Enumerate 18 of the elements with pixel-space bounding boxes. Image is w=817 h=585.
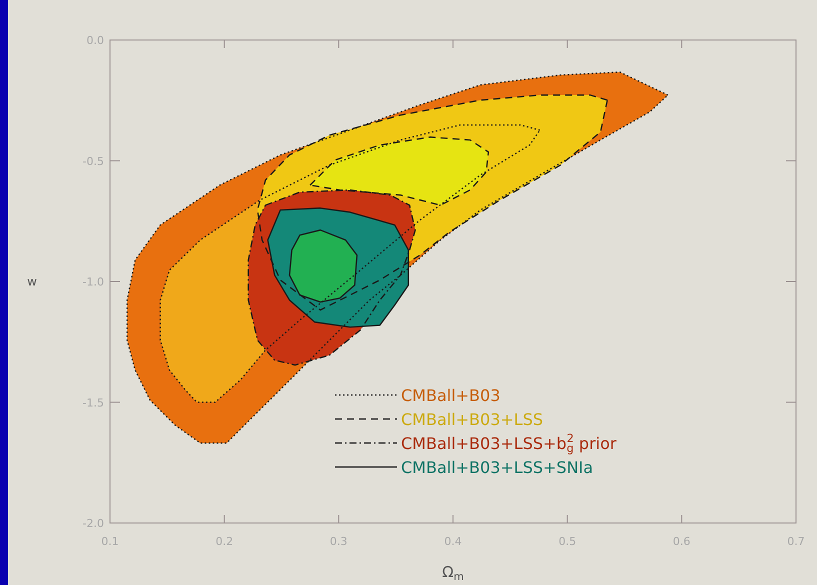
text: CMBall+B03+LSS+SNIa	[401, 458, 594, 477]
y-axis-title: w	[27, 274, 38, 288]
y-tick-label: 0.0	[86, 34, 104, 47]
x-tick-label: 0.2	[216, 535, 234, 548]
y-tick-label: -0.5	[82, 154, 104, 168]
x-tick-label: 0.7	[787, 535, 805, 548]
x-axis-title: Ω$_{m}$	[442, 563, 464, 584]
text: CMBall+B03	[401, 386, 500, 405]
text: CMBall+B03+LSS	[401, 410, 544, 429]
x-tick-label: 0.3	[330, 535, 348, 548]
x-tick-label: 0.5	[558, 535, 576, 548]
text: CMBall+B03+LSS+b$_{g}$$^{2}$ prior	[401, 432, 617, 456]
x-tick-label: 0.4	[444, 535, 462, 548]
y-tick-label: -2.0	[82, 517, 104, 530]
x-tick-label: 0.6	[672, 535, 690, 548]
y-tick-label: -1.5	[82, 396, 104, 410]
x-tick-label: 0.1	[101, 535, 119, 548]
y-tick-label: -1.0	[82, 276, 104, 288]
